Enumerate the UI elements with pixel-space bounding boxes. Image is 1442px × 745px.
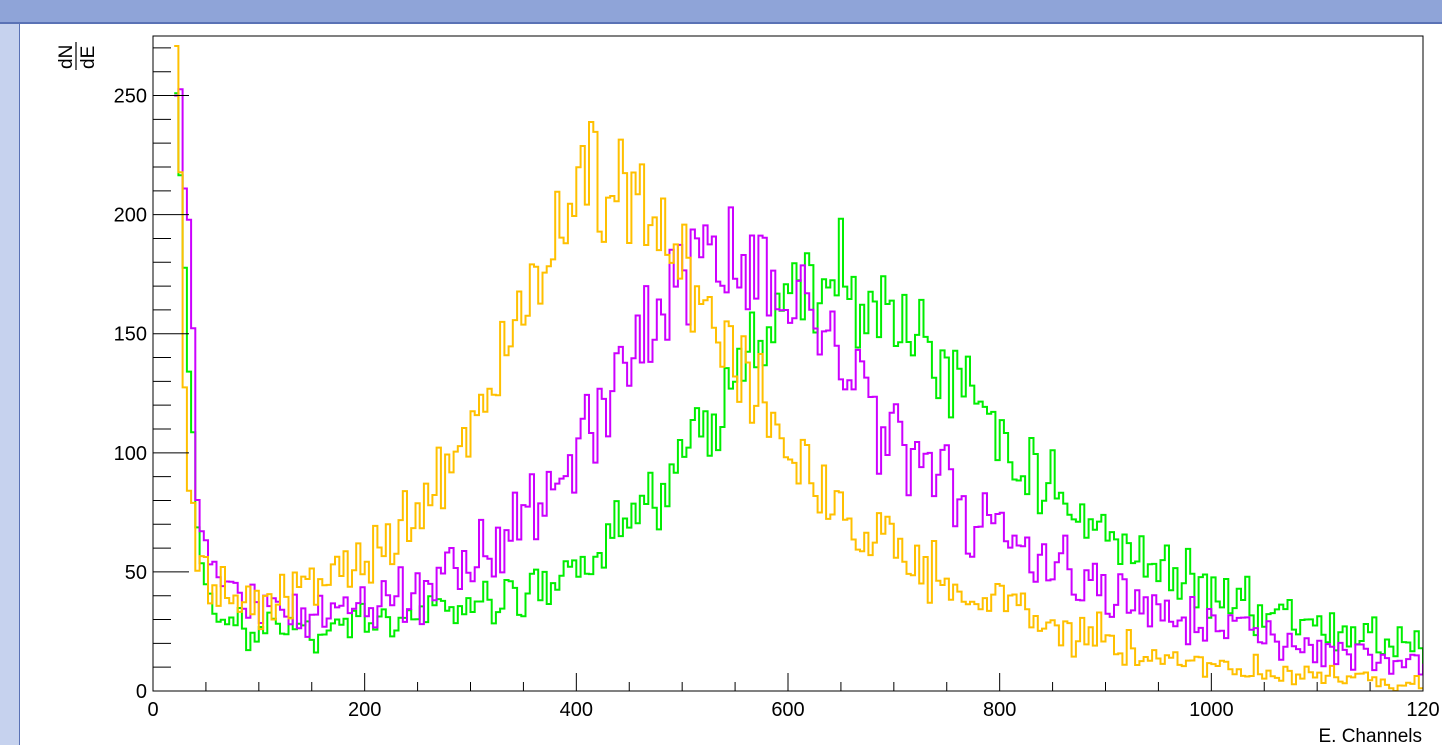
y-tick-label: 100	[114, 443, 147, 465]
y-axis-title-denominator: dE	[78, 46, 99, 69]
canvas-titlebar[interactable]	[0, 0, 1442, 24]
series-line-1	[174, 92, 1423, 665]
x-tick-label: 120	[1406, 699, 1439, 721]
canvas-left-frame	[0, 24, 20, 745]
x-axis-title: E. Channels	[1318, 726, 1422, 745]
x-tick-label: 400	[560, 699, 593, 721]
series-line-3	[174, 45, 1423, 691]
y-axis-title-numerator: dN	[56, 45, 77, 69]
y-axis-title: dN dE	[56, 42, 99, 70]
x-tick-label: 0	[147, 699, 158, 721]
y-tick-label: 0	[136, 681, 147, 703]
y-tick-label: 50	[125, 562, 147, 584]
series-line-2	[174, 88, 1423, 676]
y-tick-label: 150	[114, 324, 147, 346]
x-tick-label: 800	[983, 699, 1016, 721]
x-tick-label: 1000	[1189, 699, 1234, 721]
x-tick-label: 200	[348, 699, 381, 721]
series-layer	[174, 45, 1423, 691]
y-tick-label: 250	[114, 86, 147, 108]
plot-frame	[152, 35, 1424, 692]
x-tick-label: 600	[771, 699, 804, 721]
canvas-area[interactable]: 0 200 400 600 800 1000 120 0 50 100 150 200 250 E. C…	[20, 24, 1442, 745]
y-tick-label: 200	[114, 205, 147, 227]
